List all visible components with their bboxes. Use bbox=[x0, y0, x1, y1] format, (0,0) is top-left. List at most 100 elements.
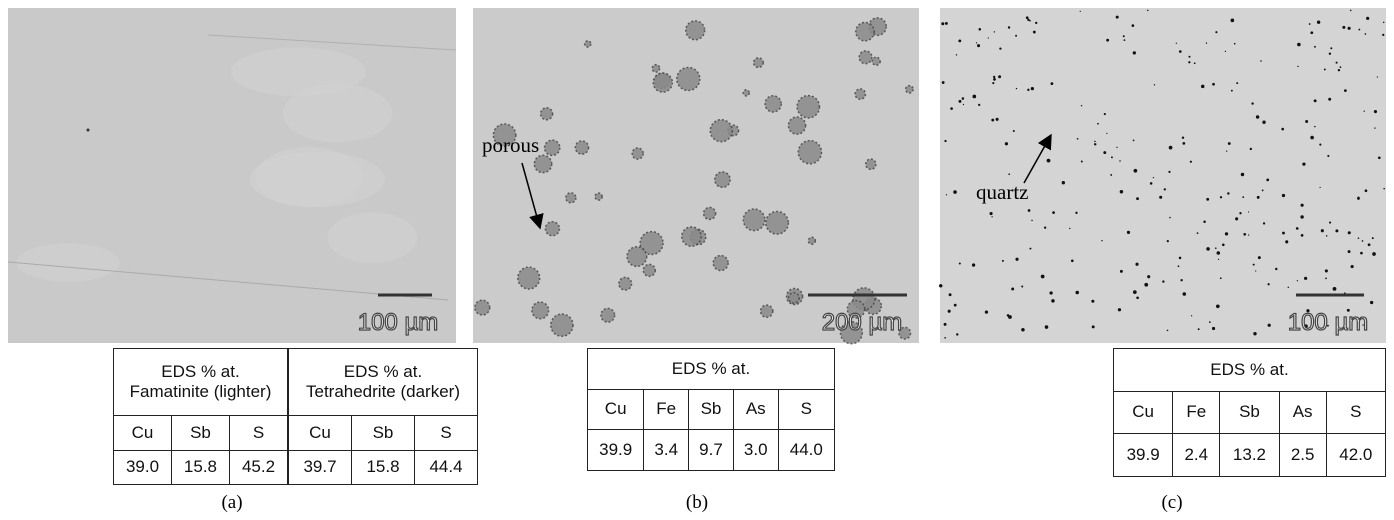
inclusion bbox=[1071, 259, 1074, 262]
inclusion bbox=[1319, 144, 1321, 146]
inclusion bbox=[1168, 171, 1170, 173]
inclusion bbox=[1136, 296, 1139, 299]
inclusion bbox=[1358, 237, 1360, 239]
inclusion bbox=[978, 104, 980, 106]
header-cell: EDS % at.Famatinite (lighter) bbox=[114, 349, 288, 416]
inclusion bbox=[1310, 31, 1313, 34]
inclusion bbox=[992, 82, 994, 84]
inclusion bbox=[1243, 233, 1246, 236]
pore bbox=[566, 193, 576, 203]
inclusion bbox=[1215, 247, 1217, 249]
pore bbox=[541, 108, 553, 120]
pore bbox=[754, 58, 764, 68]
inclusion bbox=[1215, 31, 1217, 33]
pore bbox=[765, 96, 781, 112]
inclusion bbox=[1021, 328, 1025, 332]
inclusion bbox=[1297, 43, 1301, 47]
inclusion bbox=[944, 140, 946, 142]
inclusion bbox=[1326, 235, 1328, 237]
inclusion bbox=[1159, 196, 1162, 199]
table-row: EDS % at.Famatinite (lighter) bbox=[114, 349, 288, 416]
pore bbox=[682, 227, 701, 246]
value-cell: 2.5 bbox=[1279, 434, 1326, 477]
inclusion bbox=[1374, 127, 1375, 128]
inclusion bbox=[1028, 209, 1031, 212]
inclusion bbox=[1338, 69, 1340, 71]
inclusion bbox=[1342, 26, 1345, 29]
inclusion bbox=[1329, 53, 1331, 55]
inclusion bbox=[1248, 211, 1249, 212]
grain bbox=[250, 152, 385, 207]
pore bbox=[798, 141, 821, 164]
inclusion bbox=[1033, 31, 1036, 34]
value-cell: 39.9 bbox=[1114, 434, 1173, 477]
value-cell: 42.0 bbox=[1326, 434, 1385, 477]
inclusion bbox=[1013, 130, 1015, 132]
pore bbox=[534, 155, 551, 172]
inclusion bbox=[1183, 292, 1187, 296]
inclusion bbox=[991, 216, 992, 217]
inclusion bbox=[1077, 138, 1079, 140]
inclusion bbox=[989, 212, 992, 215]
inclusion bbox=[1101, 240, 1102, 241]
pore bbox=[595, 193, 602, 200]
inclusion bbox=[1297, 280, 1298, 281]
inclusion bbox=[1144, 283, 1148, 287]
inclusion bbox=[1008, 315, 1012, 319]
inclusion bbox=[1188, 56, 1190, 58]
value-cell: 9.7 bbox=[689, 430, 734, 471]
inclusion bbox=[1368, 243, 1371, 246]
inclusion bbox=[1365, 33, 1367, 35]
pore bbox=[632, 148, 643, 159]
inclusion bbox=[1266, 178, 1269, 181]
inclusion bbox=[1051, 82, 1054, 85]
eds-table: EDS % at.Famatinite (lighter)CuSbS39.015… bbox=[113, 348, 288, 485]
inclusion bbox=[1147, 275, 1150, 278]
inclusion bbox=[1188, 61, 1190, 63]
inclusion bbox=[1135, 263, 1138, 266]
inclusion bbox=[1103, 151, 1106, 154]
header-text: EDS % at. bbox=[295, 362, 471, 382]
inclusion bbox=[1268, 324, 1271, 327]
inclusion bbox=[1206, 247, 1210, 251]
inclusion bbox=[1348, 27, 1351, 30]
inclusion bbox=[1212, 327, 1215, 330]
inclusion bbox=[956, 333, 958, 335]
inclusion bbox=[1116, 147, 1117, 148]
inclusion bbox=[1081, 161, 1083, 163]
inclusion bbox=[1340, 66, 1342, 68]
header-cell: EDS % at.Tetrahedrite (darker) bbox=[289, 349, 478, 416]
inclusion bbox=[1218, 259, 1219, 260]
micrograph bbox=[8, 8, 456, 343]
pore bbox=[808, 237, 815, 244]
inclusion bbox=[1250, 148, 1252, 150]
value-cell: 39.7 bbox=[289, 450, 352, 484]
inclusion bbox=[1045, 325, 1049, 329]
element-cell: Sb bbox=[1220, 391, 1279, 434]
inclusion bbox=[1080, 11, 1081, 12]
pore bbox=[743, 90, 749, 96]
inclusion bbox=[1124, 39, 1126, 41]
inclusion bbox=[1179, 257, 1182, 260]
inclusion bbox=[954, 304, 957, 307]
inclusion bbox=[942, 81, 945, 84]
pore bbox=[619, 277, 632, 290]
value-cell: 15.8 bbox=[352, 450, 415, 484]
inclusion bbox=[1136, 197, 1139, 200]
inclusion bbox=[976, 42, 977, 43]
inclusion bbox=[1104, 113, 1106, 115]
inclusion bbox=[1209, 321, 1211, 323]
inclusion bbox=[1258, 256, 1261, 259]
scale-label: 200 µm bbox=[822, 309, 903, 336]
eds-table: EDS % at.CuFeSbAsS39.93.49.73.044.0 bbox=[587, 348, 835, 471]
inclusion bbox=[1180, 279, 1182, 281]
eds-table: EDS % at.Tetrahedrite (darker)CuSbS39.71… bbox=[288, 348, 478, 485]
inclusion bbox=[1301, 204, 1304, 207]
value-cell: 44.0 bbox=[778, 430, 834, 471]
pit bbox=[87, 129, 90, 132]
inclusion bbox=[1256, 115, 1259, 118]
inclusion bbox=[1305, 120, 1308, 123]
grain bbox=[231, 47, 366, 96]
inclusion bbox=[1327, 155, 1329, 157]
inclusion bbox=[1091, 300, 1094, 303]
